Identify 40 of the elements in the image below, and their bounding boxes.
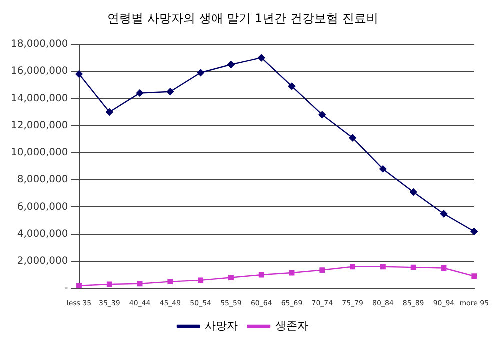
- point: [380, 166, 387, 173]
- point: [228, 61, 235, 68]
- point: [258, 272, 264, 278]
- y-tick-label: 8,000,000: [17, 174, 68, 186]
- y-tick-label: 6,000,000: [17, 202, 68, 213]
- legend-label: 생존자: [276, 319, 308, 332]
- legend-label: 사망자: [205, 319, 238, 332]
- point: [136, 90, 144, 97]
- point: [410, 264, 416, 270]
- point: [76, 283, 82, 289]
- y-tick-label: 16,000,000: [10, 66, 68, 78]
- point: [76, 70, 83, 78]
- y-tick-label: 12,000,000: [10, 120, 68, 132]
- point: [228, 275, 234, 280]
- point: [106, 282, 112, 288]
- point: [472, 274, 478, 280]
- point: [318, 111, 326, 119]
- point: [470, 228, 478, 236]
- y-tick-label: -: [64, 283, 69, 294]
- point: [440, 210, 448, 218]
- point: [197, 69, 204, 76]
- y-tick-label: 4,000,000: [17, 228, 68, 240]
- point: [106, 108, 114, 116]
- y-tick-label: 10,000,000: [10, 148, 68, 159]
- point: [410, 188, 418, 196]
- point: [166, 88, 174, 96]
- point: [258, 54, 266, 62]
- point: [288, 82, 296, 90]
- point: [350, 264, 356, 270]
- point: [349, 134, 356, 142]
- y-tick-label: 14,000,000: [10, 93, 68, 104]
- point: [380, 264, 386, 270]
- point: [168, 279, 174, 285]
- point: [137, 281, 143, 287]
- y-tick-label: 2,000,000: [17, 256, 68, 268]
- chart-title: 연령별 사망자의 생애 말기 1년간 건강보험 진료비: [108, 11, 378, 26]
- point: [441, 266, 447, 271]
- y-tick-label: 18,000,000: [10, 38, 68, 50]
- point: [320, 268, 326, 274]
- point: [198, 278, 204, 284]
